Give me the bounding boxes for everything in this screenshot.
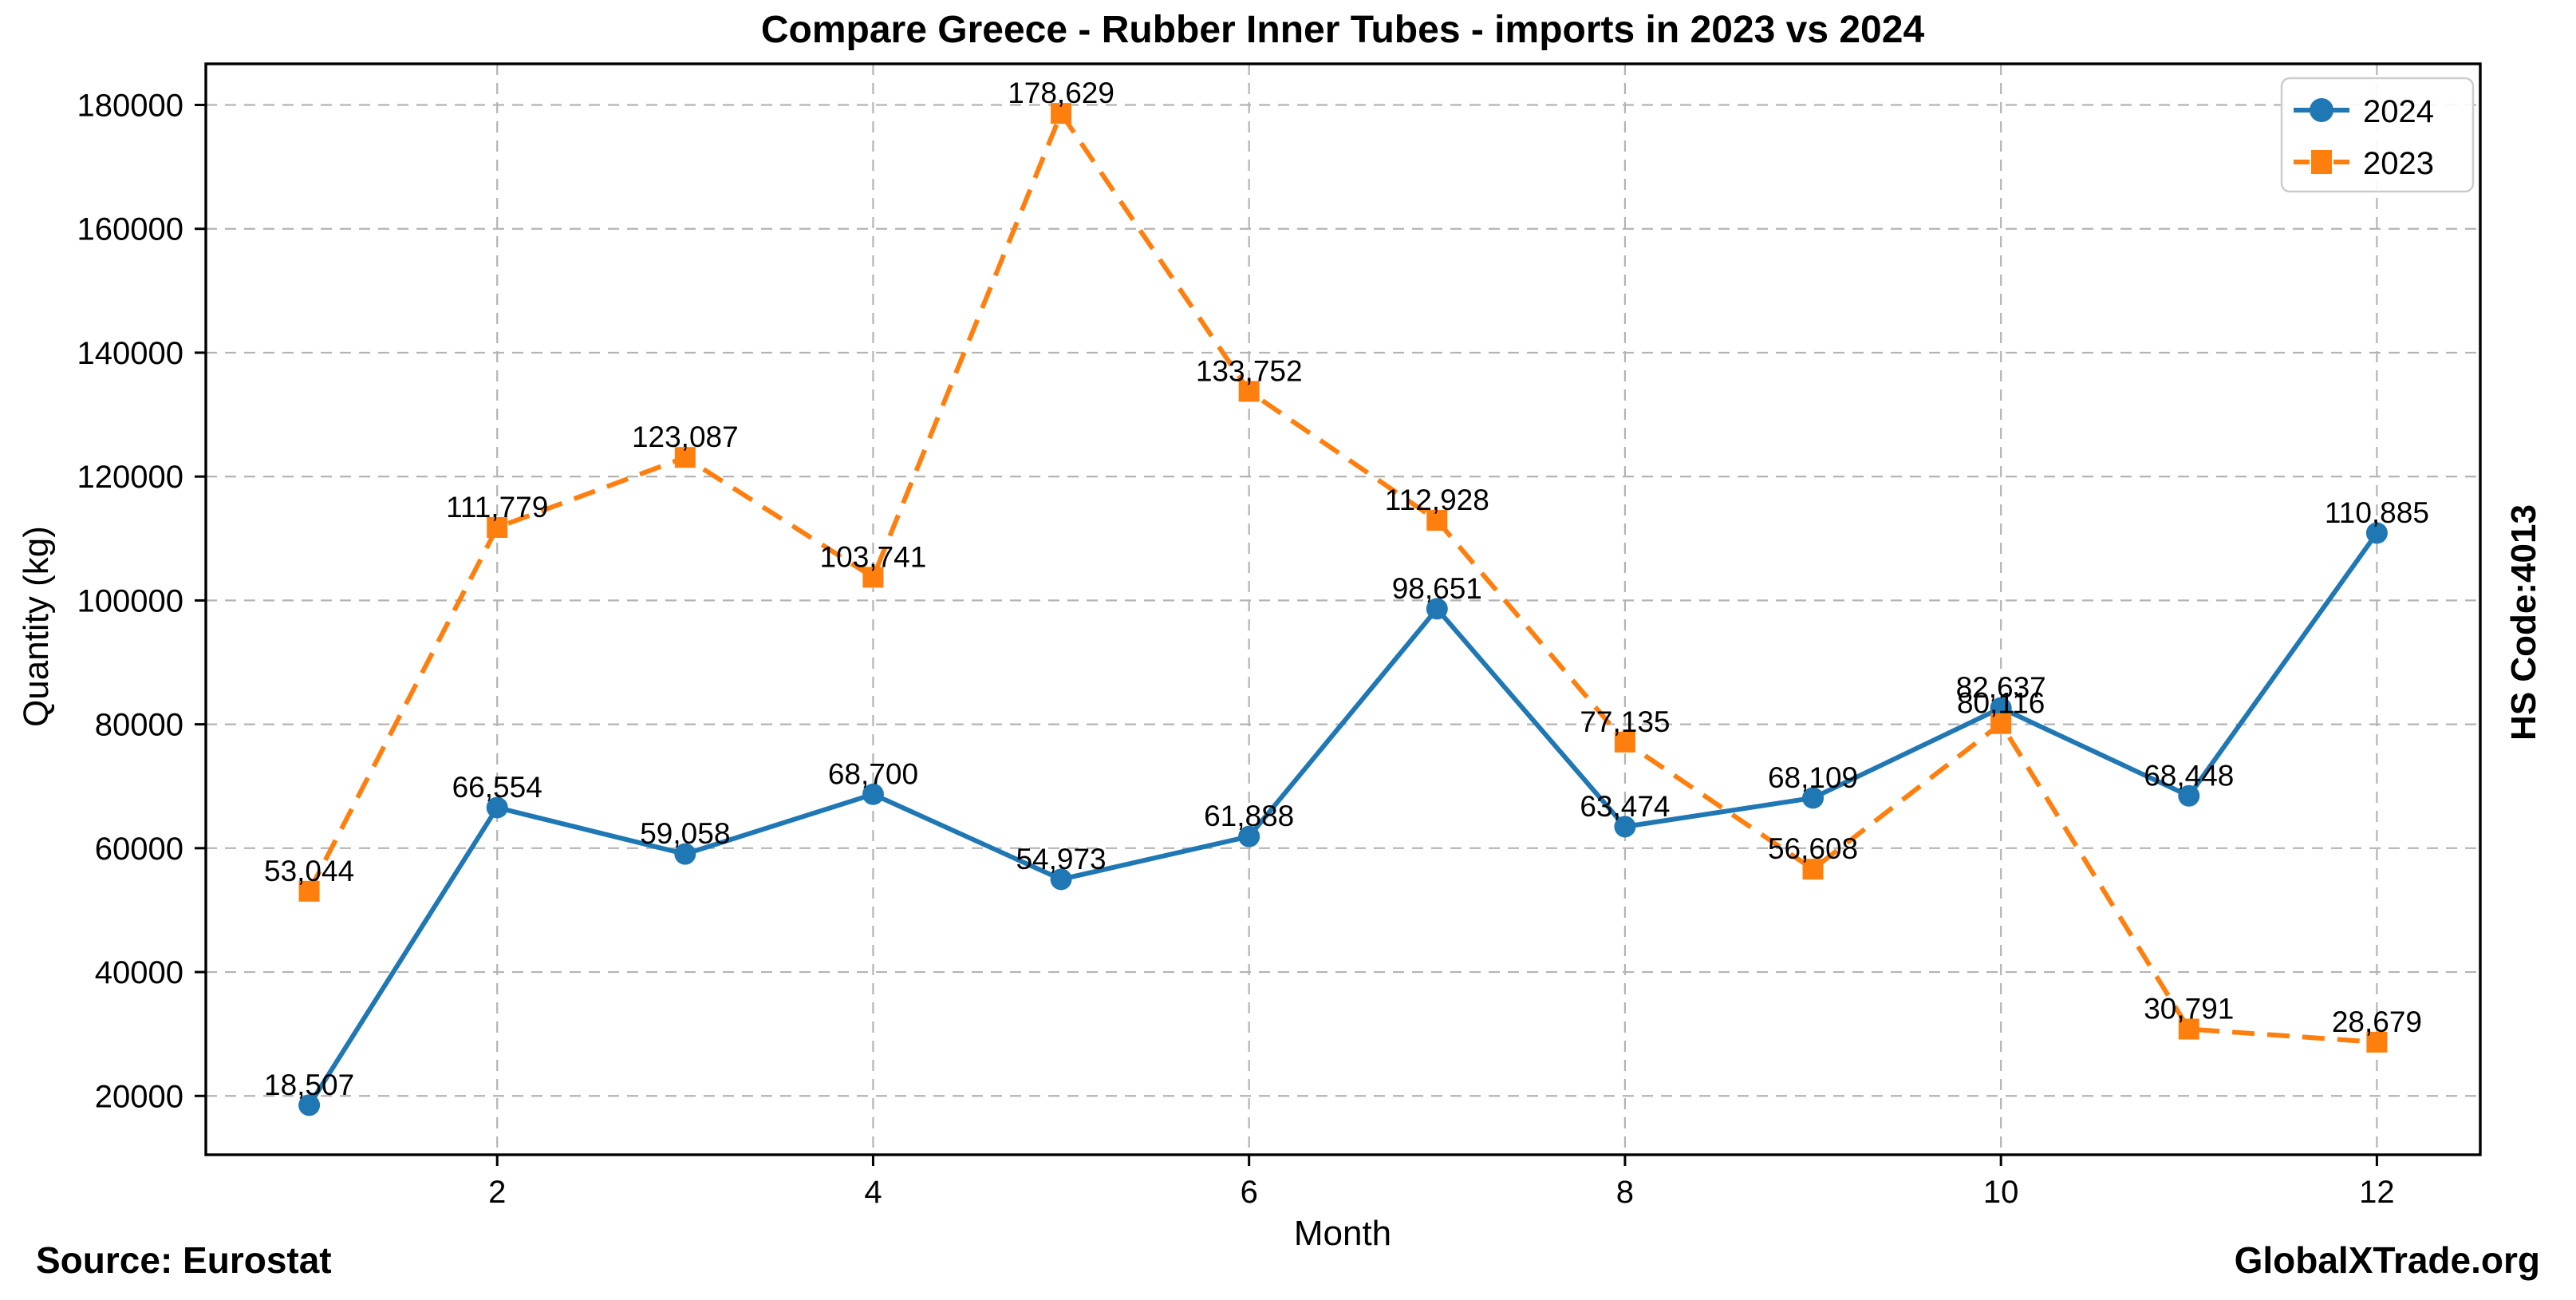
svg-text:68,109: 68,109 [1768, 761, 1858, 794]
svg-text:12: 12 [2359, 1175, 2395, 1210]
svg-text:112,928: 112,928 [1385, 484, 1489, 516]
svg-text:140000: 140000 [77, 336, 183, 371]
svg-text:103,741: 103,741 [820, 540, 927, 573]
svg-text:Source: Eurostat: Source: Eurostat [36, 1239, 332, 1281]
svg-text:20000: 20000 [95, 1079, 183, 1114]
svg-text:18,507: 18,507 [264, 1069, 354, 1101]
svg-text:110,885: 110,885 [2325, 496, 2429, 529]
svg-text:30,791: 30,791 [2144, 993, 2234, 1025]
svg-text:53,044: 53,044 [264, 855, 354, 887]
svg-text:111,779: 111,779 [446, 491, 548, 524]
svg-text:100000: 100000 [77, 583, 183, 618]
svg-text:68,700: 68,700 [828, 757, 918, 790]
svg-text:178,629: 178,629 [1008, 77, 1114, 109]
svg-text:2: 2 [488, 1175, 506, 1210]
svg-text:77,135: 77,135 [1580, 705, 1670, 738]
svg-text:63,474: 63,474 [1580, 790, 1670, 823]
svg-text:6: 6 [1241, 1175, 1258, 1210]
svg-text:60000: 60000 [95, 832, 183, 867]
svg-text:54,973: 54,973 [1016, 843, 1106, 875]
svg-text:28,679: 28,679 [2332, 1006, 2422, 1038]
svg-text:66,554: 66,554 [452, 771, 542, 804]
svg-text:123,087: 123,087 [632, 421, 739, 453]
svg-text:68,448: 68,448 [2144, 759, 2234, 792]
svg-text:120000: 120000 [77, 460, 183, 495]
svg-text:2023: 2023 [2363, 146, 2434, 181]
svg-text:80,116: 80,116 [1957, 687, 2045, 720]
svg-text:160000: 160000 [77, 212, 183, 247]
svg-text:98,651: 98,651 [1392, 572, 1482, 605]
svg-text:80000: 80000 [95, 708, 183, 743]
svg-text:Month: Month [1294, 1214, 1391, 1253]
svg-text:133,752: 133,752 [1196, 354, 1303, 387]
svg-text:8: 8 [1616, 1175, 1634, 1210]
svg-text:2024: 2024 [2363, 94, 2434, 129]
svg-text:61,888: 61,888 [1204, 800, 1294, 832]
svg-text:4: 4 [864, 1175, 882, 1210]
svg-text:Quantity (kg): Quantity (kg) [17, 526, 56, 727]
svg-text:40000: 40000 [95, 955, 183, 990]
svg-text:59,058: 59,058 [640, 817, 730, 850]
svg-text:HS Code:4013: HS Code:4013 [2504, 504, 2543, 741]
svg-text:180000: 180000 [77, 89, 183, 124]
svg-text:Compare Greece - Rubber Inner: Compare Greece - Rubber Inner Tubes - im… [761, 9, 1925, 51]
svg-text:GlobalXTrade.org: GlobalXTrade.org [2235, 1239, 2540, 1281]
svg-text:10: 10 [1983, 1175, 2019, 1210]
svg-text:56,608: 56,608 [1768, 832, 1858, 865]
